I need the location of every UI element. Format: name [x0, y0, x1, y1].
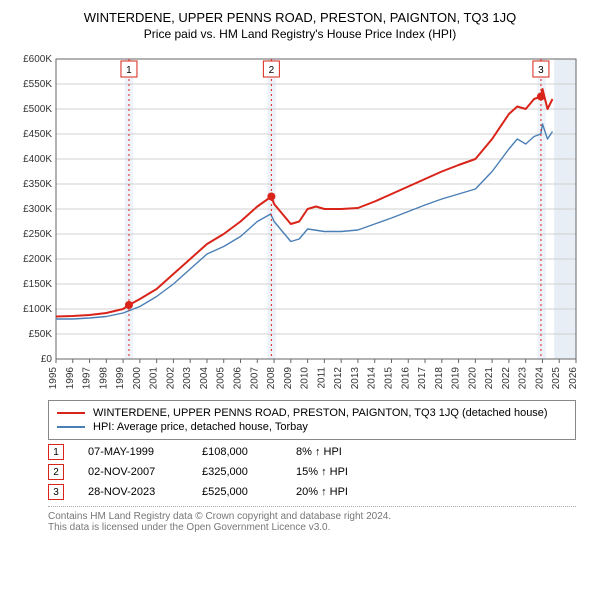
svg-text:£450K: £450K [23, 129, 52, 140]
tx-date: 28-NOV-2023 [88, 486, 178, 498]
svg-text:1997: 1997 [82, 367, 93, 389]
svg-text:2010: 2010 [300, 367, 311, 389]
svg-text:2020: 2020 [467, 367, 478, 389]
svg-text:£600K: £600K [23, 54, 52, 65]
svg-text:£550K: £550K [23, 79, 52, 90]
svg-text:2025: 2025 [551, 367, 562, 389]
svg-text:2005: 2005 [216, 367, 227, 389]
svg-text:2019: 2019 [451, 367, 462, 389]
transactions-table: 1 07-MAY-1999 £108,000 8% ↑ HPI 2 02-NOV… [48, 444, 576, 500]
footer-line-1: Contains HM Land Registry data © Crown c… [48, 511, 576, 522]
svg-text:2016: 2016 [400, 367, 411, 389]
tx-price: £525,000 [202, 486, 272, 498]
legend: WINTERDENE, UPPER PENNS ROAD, PRESTON, P… [48, 400, 576, 440]
svg-text:2: 2 [269, 65, 275, 76]
svg-text:2018: 2018 [434, 367, 445, 389]
table-row: 1 07-MAY-1999 £108,000 8% ↑ HPI [48, 444, 576, 460]
svg-text:1998: 1998 [98, 367, 109, 389]
svg-text:2021: 2021 [484, 367, 495, 389]
svg-text:2001: 2001 [149, 367, 160, 389]
svg-text:2003: 2003 [182, 367, 193, 389]
tx-price: £108,000 [202, 446, 272, 458]
svg-text:2015: 2015 [383, 367, 394, 389]
legend-row-property: WINTERDENE, UPPER PENNS ROAD, PRESTON, P… [57, 407, 567, 419]
svg-text:£400K: £400K [23, 154, 52, 165]
svg-text:1: 1 [126, 65, 132, 76]
chart-area: £0 £50K £100K £150K £200K £250K £300K £350K £400… [8, 49, 592, 394]
svg-text:1999: 1999 [115, 367, 126, 389]
legend-label-property: WINTERDENE, UPPER PENNS ROAD, PRESTON, P… [93, 407, 548, 419]
legend-label-hpi: HPI: Average price, detached house, Torb… [93, 421, 308, 433]
svg-text:2002: 2002 [165, 367, 176, 389]
tx-date: 02-NOV-2007 [88, 466, 178, 478]
chart-subtitle: Price paid vs. HM Land Registry's House … [8, 27, 592, 41]
tx-delta: 20% ↑ HPI [296, 486, 386, 498]
svg-text:£150K: £150K [23, 279, 52, 290]
legend-row-hpi: HPI: Average price, detached house, Torb… [57, 421, 567, 433]
svg-text:2014: 2014 [367, 367, 378, 389]
svg-text:2000: 2000 [132, 367, 143, 389]
table-row: 3 28-NOV-2023 £525,000 20% ↑ HPI [48, 484, 576, 500]
svg-text:£50K: £50K [29, 329, 53, 340]
tx-date: 07-MAY-1999 [88, 446, 178, 458]
attribution: Contains HM Land Registry data © Crown c… [48, 506, 576, 533]
svg-text:2009: 2009 [283, 367, 294, 389]
svg-text:£100K: £100K [23, 304, 52, 315]
svg-text:2012: 2012 [333, 367, 344, 389]
table-row: 2 02-NOV-2007 £325,000 15% ↑ HPI [48, 464, 576, 480]
svg-text:£250K: £250K [23, 229, 52, 240]
svg-text:2023: 2023 [518, 367, 529, 389]
svg-text:2022: 2022 [501, 367, 512, 389]
tx-price: £325,000 [202, 466, 272, 478]
tx-marker-2: 2 [48, 464, 64, 480]
svg-text:2008: 2008 [266, 367, 277, 389]
svg-text:£500K: £500K [23, 104, 52, 115]
svg-text:2004: 2004 [199, 367, 210, 389]
svg-text:2024: 2024 [534, 367, 545, 389]
svg-text:2013: 2013 [350, 367, 361, 389]
svg-text:£300K: £300K [23, 204, 52, 215]
svg-text:2026: 2026 [568, 367, 579, 389]
tx-marker-1: 1 [48, 444, 64, 460]
legend-swatch-hpi [57, 426, 85, 427]
svg-text:£350K: £350K [23, 179, 52, 190]
footer-line-2: This data is licensed under the Open Gov… [48, 522, 576, 533]
chart-title: WINTERDENE, UPPER PENNS ROAD, PRESTON, P… [8, 10, 592, 25]
svg-text:£0: £0 [41, 354, 53, 365]
svg-text:2017: 2017 [417, 367, 428, 389]
svg-text:3: 3 [538, 65, 544, 76]
svg-text:2006: 2006 [233, 367, 244, 389]
svg-text:2007: 2007 [249, 367, 260, 389]
svg-text:2011: 2011 [316, 367, 327, 389]
tx-marker-3: 3 [48, 484, 64, 500]
tx-delta: 15% ↑ HPI [296, 466, 386, 478]
line-chart: £0 £50K £100K £150K £200K £250K £300K £350K £400… [8, 49, 592, 389]
svg-text:£200K: £200K [23, 254, 52, 265]
svg-text:1995: 1995 [48, 367, 59, 389]
svg-text:1996: 1996 [65, 367, 76, 389]
tx-delta: 8% ↑ HPI [296, 446, 386, 458]
legend-swatch-property [57, 412, 85, 414]
